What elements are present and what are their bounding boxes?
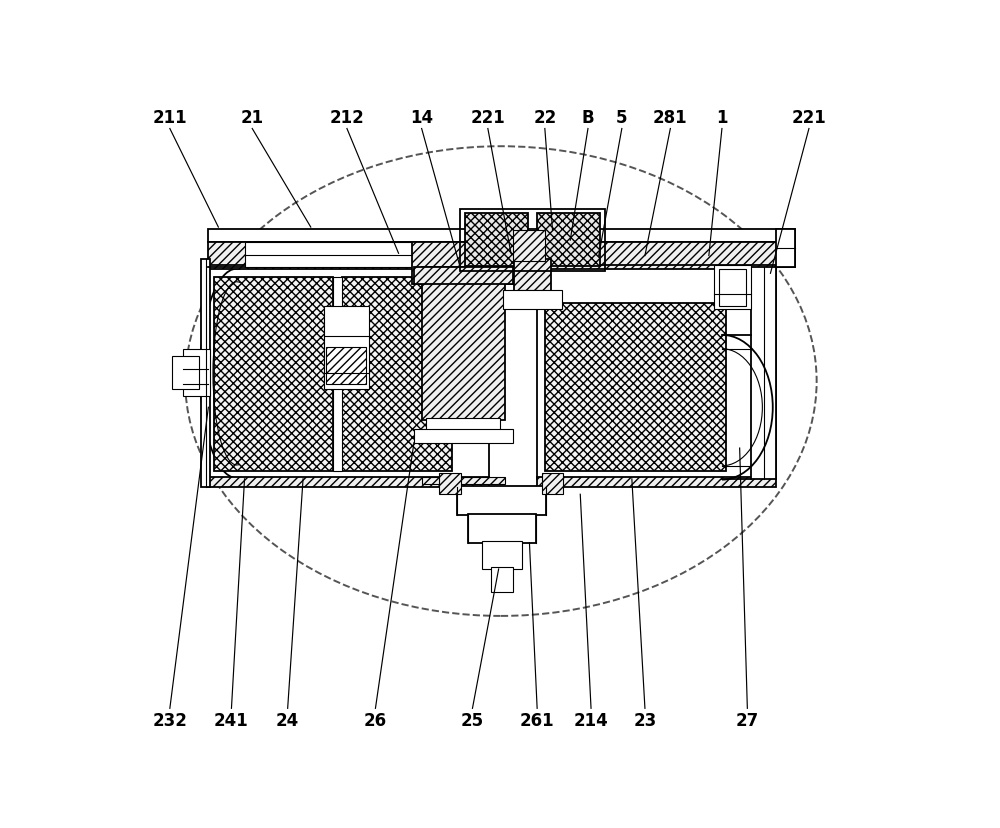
Circle shape <box>514 232 543 261</box>
Bar <box>537 266 776 269</box>
Bar <box>422 477 505 484</box>
Bar <box>537 478 776 487</box>
Text: B: B <box>582 108 594 127</box>
Bar <box>491 568 512 592</box>
Bar <box>537 214 600 267</box>
Bar <box>714 266 751 310</box>
Text: 241: 241 <box>214 711 249 729</box>
Bar <box>172 357 199 389</box>
Text: 23: 23 <box>633 711 657 729</box>
Text: 21: 21 <box>241 108 264 127</box>
Bar <box>208 243 795 267</box>
Bar <box>542 473 563 494</box>
Text: 212: 212 <box>330 108 364 127</box>
Bar <box>414 429 512 443</box>
Bar <box>422 267 505 420</box>
Bar <box>719 269 746 306</box>
Bar <box>208 267 489 479</box>
Bar <box>776 229 795 267</box>
Bar <box>514 260 551 292</box>
Text: 27: 27 <box>736 711 759 729</box>
Text: 24: 24 <box>276 711 299 729</box>
Bar <box>208 478 489 487</box>
Bar <box>482 542 522 570</box>
Text: 214: 214 <box>574 711 608 729</box>
Bar <box>457 486 546 515</box>
Bar <box>245 243 412 267</box>
Bar <box>414 267 512 285</box>
Text: 22: 22 <box>533 108 556 127</box>
Bar <box>208 229 795 243</box>
Text: 25: 25 <box>461 711 484 729</box>
Bar <box>324 306 369 389</box>
Text: 5: 5 <box>616 108 628 127</box>
Bar <box>545 304 726 472</box>
Text: 26: 26 <box>364 711 387 729</box>
Text: 261: 261 <box>520 711 554 729</box>
Bar <box>201 260 210 487</box>
Bar <box>751 267 776 479</box>
Text: 14: 14 <box>410 108 433 127</box>
Bar <box>342 277 452 472</box>
Text: 1: 1 <box>716 108 728 127</box>
Bar <box>326 348 366 385</box>
Text: 232: 232 <box>152 711 187 729</box>
Text: 221: 221 <box>470 108 505 127</box>
Bar <box>439 473 461 494</box>
Bar <box>183 349 210 397</box>
Bar <box>214 277 333 472</box>
Bar <box>333 277 342 472</box>
Bar <box>412 243 537 285</box>
Bar <box>503 291 562 310</box>
Bar <box>208 266 489 269</box>
Bar <box>519 291 546 305</box>
Bar <box>537 267 776 479</box>
Bar <box>537 243 795 267</box>
Text: 221: 221 <box>792 108 826 127</box>
Bar <box>426 418 500 431</box>
Bar <box>468 514 536 543</box>
Text: 211: 211 <box>153 108 187 127</box>
Bar <box>465 214 528 267</box>
Text: 281: 281 <box>653 108 688 127</box>
Bar <box>460 210 605 272</box>
Bar <box>512 231 545 262</box>
